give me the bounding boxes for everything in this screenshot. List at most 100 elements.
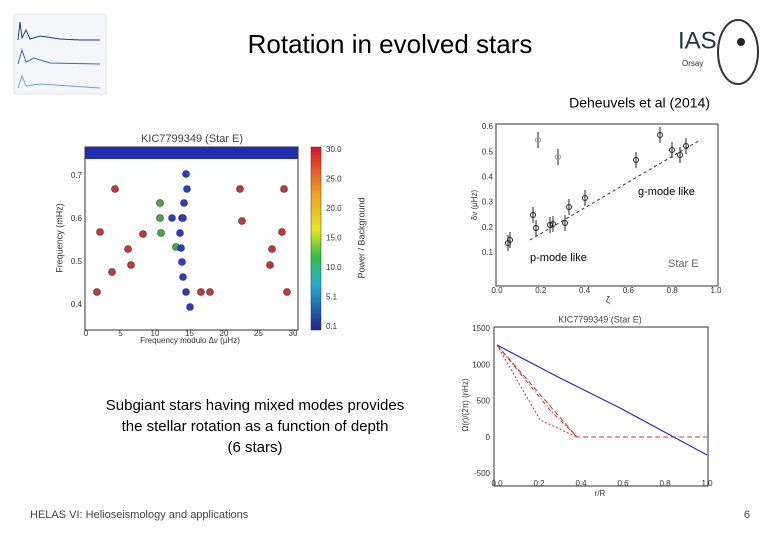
mode-dot xyxy=(206,288,214,296)
mode-dot xyxy=(183,185,191,193)
mode-dot xyxy=(177,244,185,252)
point xyxy=(566,204,572,210)
mode-dot xyxy=(180,199,188,207)
y-tick-label: 0.3 xyxy=(482,198,494,207)
page-number: 6 xyxy=(744,509,750,521)
y-label: Ω(r)/(2π) (nHz) xyxy=(461,378,470,432)
mode-dot xyxy=(156,199,164,207)
y-tick-label: 500 xyxy=(477,397,491,406)
colorbar-tick-label: 30.0 xyxy=(326,145,342,154)
y-tick-label: 0.1 xyxy=(482,248,494,257)
mode-dot xyxy=(108,268,116,276)
point xyxy=(657,132,663,138)
x-tick-label: 0.2 xyxy=(535,286,547,295)
x-tick-label: 0.6 xyxy=(623,286,635,295)
body-text: Subgiant stars having mixed modes provid… xyxy=(106,397,405,456)
x-tick-label: 20 xyxy=(220,329,229,338)
mode-dot xyxy=(179,214,187,222)
citation: Deheuvels et al (2014) xyxy=(569,95,710,111)
mode-dot xyxy=(156,214,164,222)
point xyxy=(677,152,683,158)
rotation-plot: δν (μHz) ζ g-mode like p-mode like Star … xyxy=(470,122,722,304)
title: Rotation in evolved stars xyxy=(248,29,533,59)
footer: HELAS VI: Helioseismology and applicatio… xyxy=(30,509,249,521)
mode-dot xyxy=(179,273,187,281)
logo-place: Orsay xyxy=(682,59,703,68)
body-line: the stellar rotation as a function of de… xyxy=(122,418,389,435)
y-tick-label: 0.4 xyxy=(71,300,83,309)
point xyxy=(535,137,541,143)
y-tick-label: 1500 xyxy=(472,324,490,333)
x-tick-label: 0.6 xyxy=(617,479,629,488)
mode-dot xyxy=(178,258,186,266)
y-tick-label: 0.2 xyxy=(482,223,494,232)
colorbar-tick-label: 5.1 xyxy=(326,293,338,302)
p-mode-label: p-mode like xyxy=(530,252,587,264)
y-label: Frequency (mHz) xyxy=(54,203,64,273)
mode-dot xyxy=(127,261,135,269)
x-tick-label: 0.4 xyxy=(579,286,591,295)
colorbar-tick-label: 10.0 xyxy=(326,263,342,272)
y-tick-label: -500 xyxy=(474,469,491,478)
point xyxy=(555,154,561,160)
x-tick-label: 25 xyxy=(254,329,263,338)
mode-dot xyxy=(96,228,104,236)
body-line: Subgiant stars having mixed modes provid… xyxy=(106,397,405,414)
colorbar-tick-label: 0.1 xyxy=(326,322,338,331)
mode-dot xyxy=(93,288,101,296)
y-label: δν (μHz) xyxy=(470,189,479,220)
y-tick-label: 0.5 xyxy=(71,257,83,266)
mode-dot xyxy=(176,229,184,237)
colorbar-tick-label: 25.0 xyxy=(326,175,342,184)
logo-name: IAS xyxy=(678,27,717,54)
y-tick-label: 0.5 xyxy=(482,147,494,156)
colorbar-tick-label: 15.0 xyxy=(326,234,342,243)
x-tick-label: 10 xyxy=(151,329,160,338)
profile-plot: KIC7799349 (Star E) r/R Ω(r)/(2π) (nHz) … xyxy=(461,314,713,498)
x-tick-label: 30 xyxy=(289,329,298,338)
x-tick-label: 0.0 xyxy=(491,479,503,488)
mode-dot xyxy=(238,217,246,225)
mode-dot xyxy=(186,303,194,311)
profile-title: KIC7799349 (Star E) xyxy=(558,314,642,324)
mode-dot xyxy=(278,228,286,236)
mode-dot xyxy=(268,245,276,253)
x-tick-label: 0.8 xyxy=(667,286,679,295)
mode-dot xyxy=(283,288,291,296)
mode-dot xyxy=(266,261,274,269)
x-tick-label: 0 xyxy=(84,329,89,338)
y-tick-label: 0.6 xyxy=(482,122,494,131)
point xyxy=(507,237,513,243)
y-tick-label: 0.7 xyxy=(71,171,83,180)
point xyxy=(550,221,556,227)
x-label: r/R xyxy=(595,489,606,498)
x-tick-label: 0.2 xyxy=(533,479,545,488)
point xyxy=(669,147,675,153)
colorbar-tick-label: 20.0 xyxy=(326,204,342,213)
x-label: ζ xyxy=(606,294,610,304)
x-tick-label: 0.8 xyxy=(659,479,671,488)
x-tick-label: 0.0 xyxy=(491,286,503,295)
point xyxy=(530,212,536,218)
mode-dot xyxy=(157,229,165,237)
g-mode-label: g-mode like xyxy=(638,186,695,198)
mode-dot xyxy=(182,170,190,178)
mode-dot xyxy=(236,185,244,193)
x-label: Frequency modulo Δν (μHz) xyxy=(140,336,240,345)
point xyxy=(582,195,588,201)
colorbar-label: Power / Background xyxy=(356,197,366,278)
mode-dot xyxy=(168,214,176,222)
x-tick-label: 1.0 xyxy=(710,286,722,295)
x-tick-label: 5 xyxy=(118,329,123,338)
logo: IAS Orsay xyxy=(678,19,759,85)
mode-dot xyxy=(197,288,205,296)
mode-dot xyxy=(139,230,147,238)
mode-dot xyxy=(280,185,288,193)
y-tick-label: 0.4 xyxy=(482,173,494,182)
x-tick-label: 1.0 xyxy=(701,479,713,488)
y-tick-label: 0.6 xyxy=(71,214,83,223)
point xyxy=(683,143,689,149)
y-tick-label: 0 xyxy=(486,433,491,442)
